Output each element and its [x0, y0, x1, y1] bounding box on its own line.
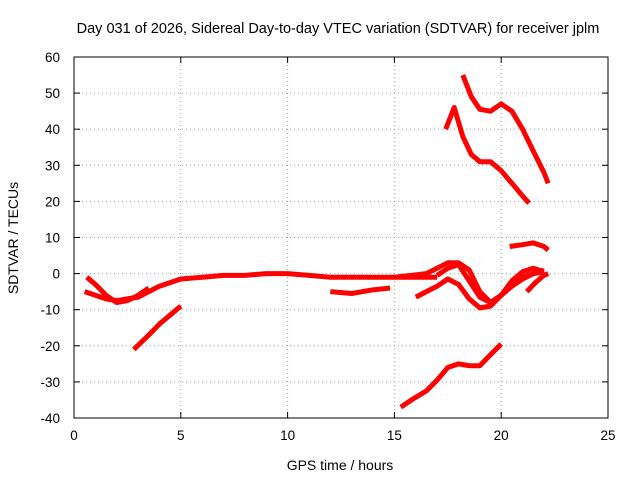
series-upper-b	[460, 74, 551, 185]
series-early-dip	[85, 275, 151, 305]
x-tick-label: 25	[600, 428, 615, 443]
y-tick-label: 30	[45, 158, 60, 173]
series-upper-a	[443, 105, 531, 205]
y-tick-label: 50	[45, 86, 60, 101]
grid	[74, 57, 608, 418]
series-mid-low	[330, 285, 391, 296]
y-tick-label: 10	[45, 231, 60, 246]
y-tick-label: -20	[40, 339, 60, 354]
x-axis-label: GPS time / hours	[287, 457, 394, 473]
x-tick-label: 15	[387, 428, 402, 443]
axis-ticks: 0 5 10 15 20 25 -40 -30 -20 -10 0 10 20 30 40 50 60	[40, 50, 615, 443]
y-tick-label: -30	[40, 375, 60, 390]
data-series	[83, 74, 551, 410]
x-tick-label: 5	[177, 428, 185, 443]
y-tick-label: 40	[45, 122, 60, 137]
y-tick-label: 20	[45, 194, 60, 209]
series-late-bump	[435, 262, 545, 305]
y-tick-label: 60	[45, 50, 60, 65]
y-tick-label: -40	[40, 411, 60, 426]
series-late-tail	[524, 271, 550, 294]
y-axis-label: SDTVAR / TECUs	[5, 182, 21, 294]
series-late-bottom	[399, 342, 503, 410]
y-tick-label: 0	[52, 267, 60, 282]
y-tick-label: -10	[40, 303, 60, 318]
series-ten-band	[509, 240, 550, 253]
series-late-wave	[394, 260, 545, 305]
chart-title: Day 031 of 2026, Sidereal Day-to-day VTE…	[77, 21, 600, 37]
series-negative-rise	[132, 304, 183, 352]
x-tick-label: 10	[280, 428, 295, 443]
x-tick-label: 0	[70, 428, 78, 443]
x-tick-label: 20	[494, 428, 509, 443]
